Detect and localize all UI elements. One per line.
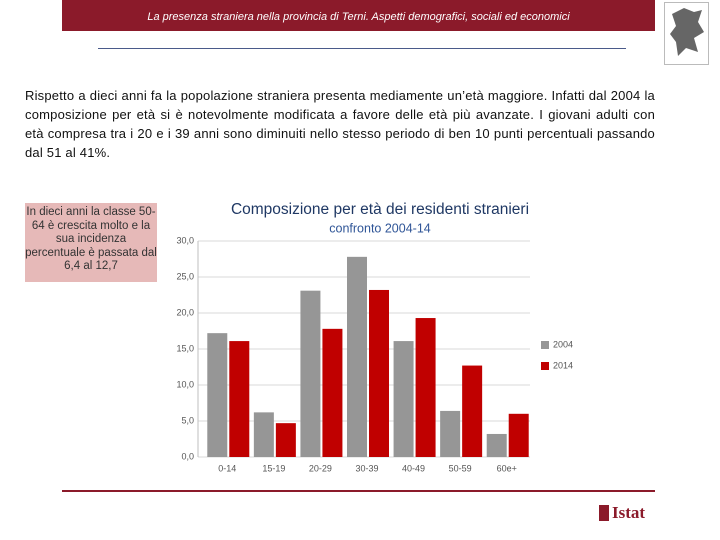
x-tick-label: 20-29 [309,463,332,473]
bar [369,289,389,457]
x-tick-label: 30-39 [355,463,378,473]
legend-swatch [541,362,549,370]
header-rule [98,48,626,49]
paragraph: Rispetto a dieci anni fa la popolazione … [25,88,655,160]
bar [253,412,274,457]
chart-subtitle: confronto 2004-14 [329,221,431,235]
bar [229,341,250,457]
bar [486,433,507,457]
bar [300,290,321,457]
legend-label: 2004 [553,339,573,349]
footer-rule [62,490,655,492]
y-tick-label: 20,0 [176,307,194,317]
x-tick-label: 40-49 [402,463,425,473]
y-tick-label: 5,0 [181,415,194,425]
x-tick-label: 60e+ [497,463,517,473]
bar [462,365,483,457]
chart-title: Composizione per età dei residenti stran… [231,201,529,218]
bar [393,341,414,457]
y-tick-label: 0,0 [181,451,194,461]
bar [275,423,296,457]
legend-label: 2014 [553,360,573,370]
bar [508,413,529,457]
y-tick-label: 25,0 [176,271,194,281]
note-box: In dieci anni la classe 50-64 è crescita… [25,203,157,282]
y-tick-label: 15,0 [176,343,194,353]
x-tick-label: 15-19 [262,463,285,473]
bar [322,328,343,457]
logo-icon [599,505,609,521]
y-tick-label: 30,0 [176,235,194,245]
x-tick-label: 0-14 [218,463,236,473]
x-tick-label: 50-59 [449,463,472,473]
y-tick-label: 10,0 [176,379,194,389]
bar [440,410,461,457]
legend-swatch [541,341,549,349]
header-title: La presenza straniera nella provincia di… [62,0,655,31]
bar [347,256,367,457]
logo-region [664,2,709,65]
bar [207,333,228,457]
bar [415,318,436,457]
footer-logo: Istat [612,503,646,522]
